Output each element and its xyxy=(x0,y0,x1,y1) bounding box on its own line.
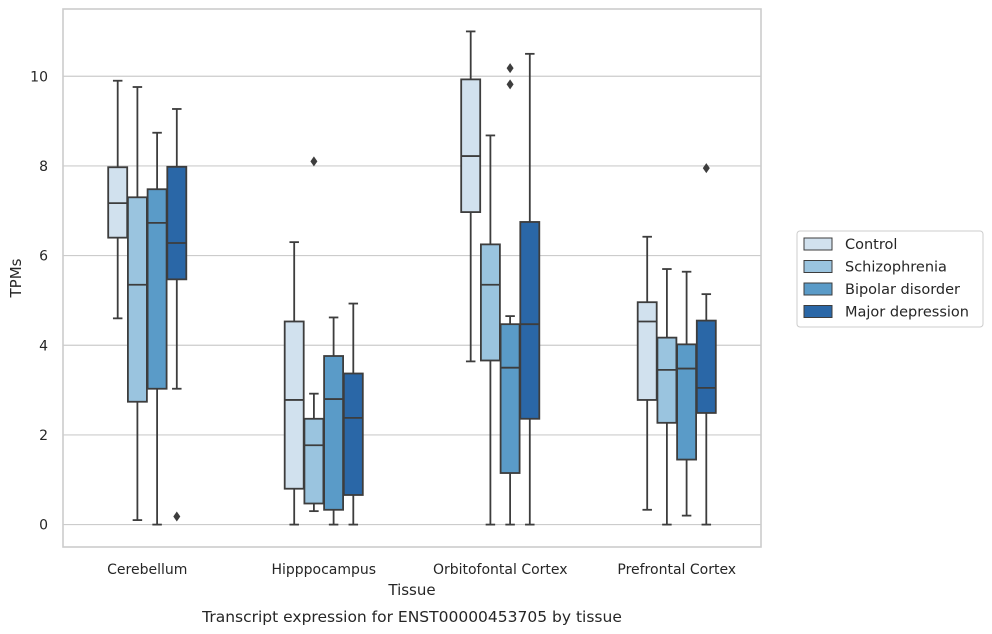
legend-swatch xyxy=(803,305,833,318)
outlier-point xyxy=(702,163,710,174)
box-group xyxy=(283,241,305,526)
box xyxy=(303,417,325,505)
box xyxy=(656,336,678,424)
box xyxy=(146,188,168,390)
legend-swatch xyxy=(803,260,833,273)
legend-label: Major depression xyxy=(845,305,969,321)
box-group xyxy=(460,30,482,363)
legend-frame xyxy=(796,230,984,328)
box xyxy=(636,301,658,401)
box-group xyxy=(519,52,541,526)
legend-label: Bipolar disorder xyxy=(845,282,960,298)
box-group xyxy=(636,235,658,511)
legend-swatch xyxy=(803,237,833,251)
box xyxy=(166,165,188,281)
outlier-point xyxy=(173,511,181,522)
box xyxy=(127,196,148,403)
box xyxy=(342,372,364,496)
box-group xyxy=(127,86,148,521)
legend-swatch xyxy=(803,282,833,296)
x-tick-label: Orbitofontal Cortex xyxy=(433,562,568,578)
y-tick-label: 4 xyxy=(39,338,48,354)
box-group xyxy=(656,268,678,526)
x-tick-label: Cerebellum xyxy=(107,562,187,578)
legend: Control Schizophrenia Bipolar disorder Majo… xyxy=(796,230,984,328)
outlier-point xyxy=(506,63,514,74)
y-tick-label: 0 xyxy=(39,518,48,534)
x-axis-title: Tissue xyxy=(387,581,435,599)
y-tick-label: 6 xyxy=(39,249,48,265)
chart-caption: Transcript expression for ENST0000045370… xyxy=(201,608,622,626)
y-tick-label: 10 xyxy=(30,69,48,85)
box xyxy=(283,320,305,490)
outlier-point xyxy=(506,79,514,90)
box-group xyxy=(479,134,501,526)
box xyxy=(695,319,717,414)
box-group xyxy=(323,316,345,526)
x-axis-ticks: Cerebellum Hipppocampus Orbitofontal Corte… xyxy=(107,562,736,578)
box xyxy=(676,343,697,461)
outlier-point xyxy=(310,156,318,167)
y-axis-ticks: 0 2 4 6 8 10 xyxy=(30,69,48,533)
y-tick-label: 8 xyxy=(39,159,48,175)
box xyxy=(479,243,501,362)
box xyxy=(499,323,521,474)
box xyxy=(460,78,482,213)
box-series xyxy=(107,30,717,526)
box xyxy=(323,355,345,511)
box-group xyxy=(166,108,188,522)
box-group xyxy=(342,302,364,526)
box xyxy=(519,221,541,420)
y-tick-label: 2 xyxy=(39,428,48,444)
legend-label: Control xyxy=(845,237,897,253)
box-group xyxy=(146,131,168,526)
x-tick-label: Hipppocampus xyxy=(271,562,376,578)
y-axis-title: TPMs xyxy=(7,258,25,298)
x-tick-label: Prefrontal Cortex xyxy=(617,562,736,578)
box-group xyxy=(695,163,717,526)
legend-label: Schizophrenia xyxy=(845,260,947,276)
